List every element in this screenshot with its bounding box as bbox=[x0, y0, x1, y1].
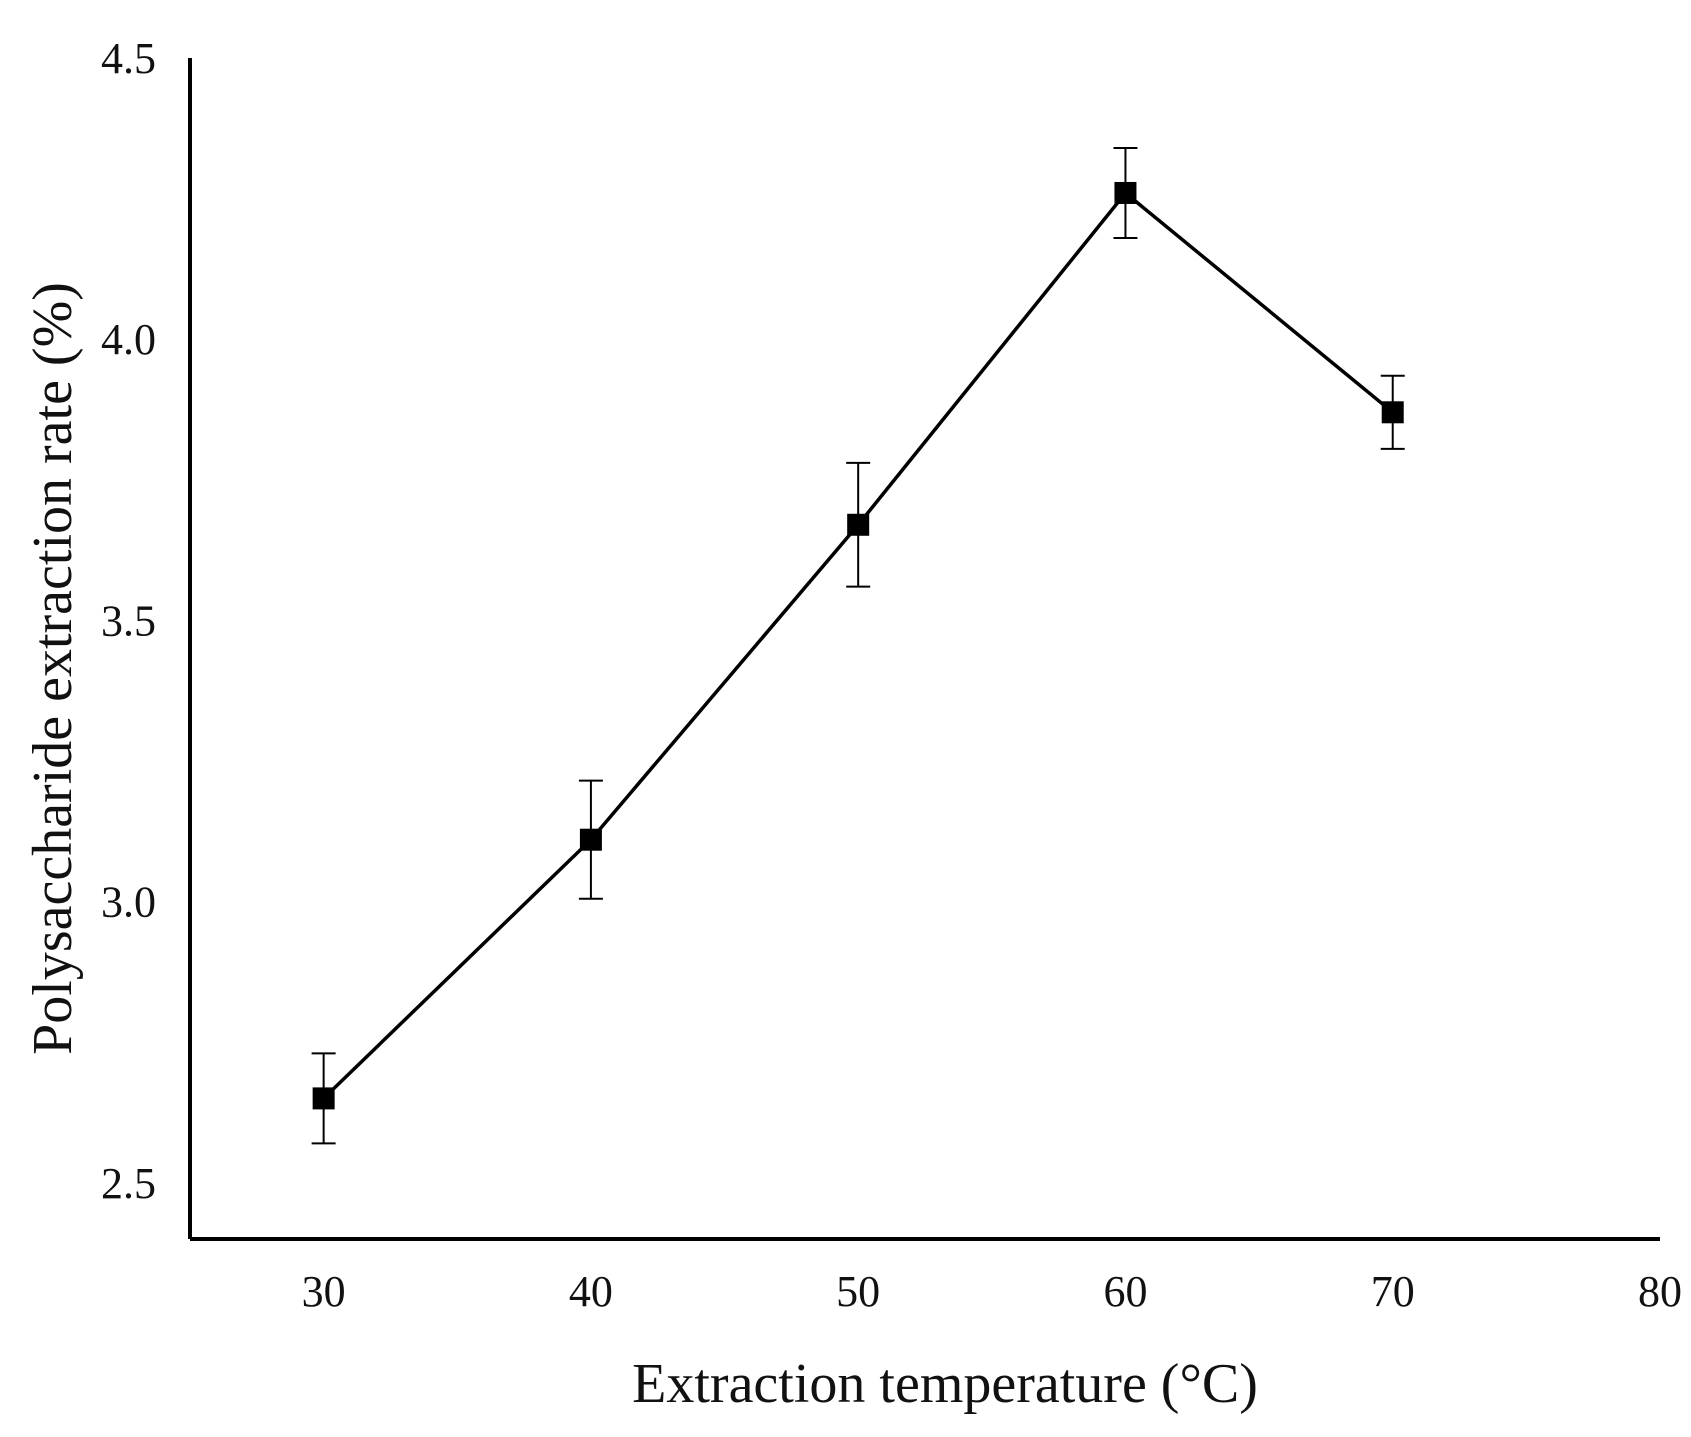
data-point-marker bbox=[579, 828, 602, 851]
plot-area: 2.5 3.0 3.5 4.0 4.5 30 40 50 60 70 80 bbox=[101, 34, 1682, 1316]
x-tick-label: 30 bbox=[302, 1267, 346, 1316]
x-tick-label: 50 bbox=[836, 1267, 880, 1316]
y-axis-ticks: 2.5 3.0 3.5 4.0 4.5 bbox=[101, 34, 156, 1208]
y-tick-label: 2.5 bbox=[101, 1159, 156, 1208]
data-point-marker bbox=[1381, 401, 1404, 424]
y-axis-title: Polysaccharide extraction rate (%) bbox=[22, 282, 84, 1055]
x-tick-label: 80 bbox=[1638, 1267, 1682, 1316]
series-line bbox=[322, 190, 1394, 1100]
series-layer bbox=[311, 146, 1405, 1145]
data-point-marker bbox=[312, 1087, 335, 1110]
y-tick-label: 3.5 bbox=[101, 596, 156, 645]
data-point-marker bbox=[847, 513, 870, 536]
x-axis-title: Extraction temperature (°C) bbox=[632, 1353, 1258, 1415]
y-tick-label: 3.0 bbox=[101, 878, 156, 927]
x-tick-label: 40 bbox=[569, 1267, 613, 1316]
x-axis-ticks: 30 40 50 60 70 80 bbox=[302, 1267, 1682, 1316]
y-tick-label: 4.0 bbox=[101, 315, 156, 364]
data-point-marker bbox=[1114, 181, 1137, 204]
x-tick-label: 70 bbox=[1371, 1267, 1415, 1316]
x-tick-label: 60 bbox=[1103, 1267, 1147, 1316]
y-tick-label: 4.5 bbox=[101, 34, 156, 83]
